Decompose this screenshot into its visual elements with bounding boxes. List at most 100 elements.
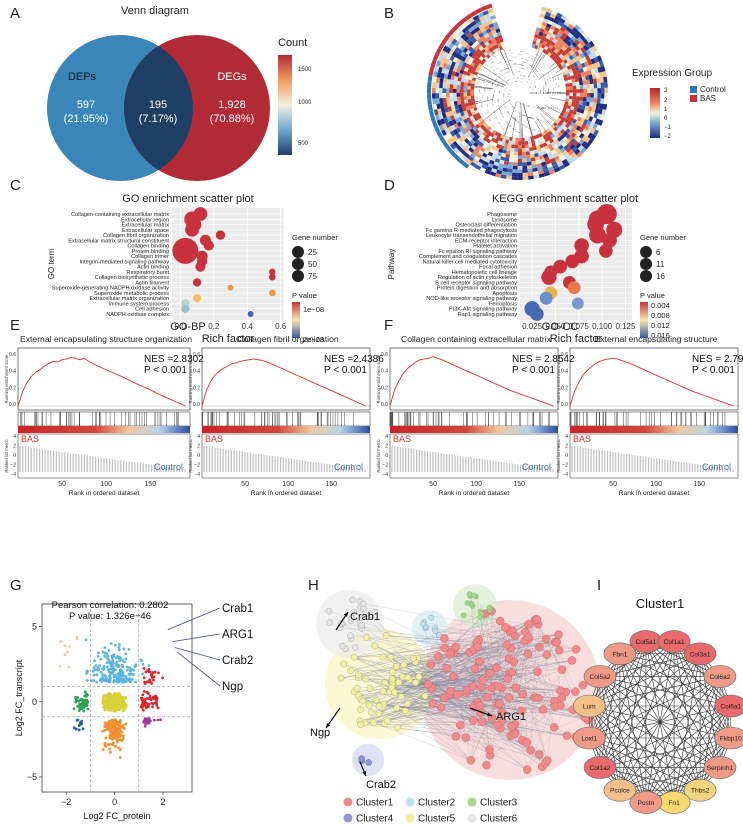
heatmap-cell: [502, 149, 507, 154]
heatmap-cell: [474, 26, 481, 33]
group-annotation-cell: [433, 53, 440, 61]
heatmap-cell: [565, 92, 570, 96]
edge: [472, 605, 479, 703]
panel-i-letter: I: [597, 577, 601, 594]
network-node: [510, 729, 519, 738]
group-annotation-cell: [485, 3, 493, 10]
heatmap-cell: [570, 113, 576, 119]
heatmap-cell: [467, 95, 471, 100]
network-node: [571, 687, 580, 696]
scatter-point: [144, 706, 148, 710]
legend-swatch: [343, 797, 353, 807]
heatmap-cell: [549, 146, 555, 152]
heatmap-cell: [530, 139, 535, 144]
enrichment-curve: [201, 358, 366, 407]
heatmap-cell: [575, 81, 580, 86]
network-node: [503, 674, 512, 683]
scatter-point: [125, 665, 129, 669]
dendrogram-branch: [475, 98, 494, 105]
heatmap-cell: [565, 89, 570, 93]
edge: [391, 683, 429, 689]
heatmap-cell: [528, 147, 534, 152]
heatmap-cell: [487, 8, 494, 14]
heatmap-cell: [554, 139, 560, 145]
heatmap-cell: [546, 128, 551, 133]
edge: [514, 647, 540, 734]
heatmap-cell: [458, 142, 465, 149]
scatter-point: [116, 733, 120, 737]
heatmap-cell: [474, 35, 481, 41]
heatmap-cell: [465, 63, 471, 69]
heatmap-cell: [446, 83, 450, 89]
heatmap-cell: [460, 96, 465, 101]
data-point: [269, 289, 276, 297]
group-annotation-cell: [438, 42, 445, 50]
ranked-frame: [17, 433, 191, 479]
label-leader: [167, 607, 221, 630]
heatmap-cell: [551, 10, 558, 16]
heatmap-cell: [511, 144, 515, 149]
heatmap-cell: [458, 73, 463, 78]
legend-swatch-bas: [690, 95, 697, 102]
term-label: Extracellular region: [121, 217, 169, 223]
p-value-label: P < 0.001: [692, 365, 735, 376]
cluster-node: [703, 756, 737, 779]
heatmap-cell: [475, 139, 481, 145]
network-node: [357, 706, 365, 713]
dendrogram-arc: [484, 56, 556, 128]
group-annotation-cell: [453, 154, 461, 162]
heatmap-cell: [586, 88, 591, 94]
network-node: [557, 693, 567, 702]
scatter-point: [124, 680, 128, 684]
heatmap-cell: [521, 144, 526, 149]
term-label: Ferroptosis: [489, 301, 517, 307]
arrow-ngp-head: [326, 723, 331, 728]
gsea-title: External encapsulating structure organiz…: [20, 334, 192, 344]
network-node: [456, 721, 465, 730]
heatmap-cell: [560, 61, 565, 66]
scatter-point: [155, 698, 159, 702]
heatmap-cell: [550, 149, 557, 155]
x-tick-label: 0.025: [522, 322, 543, 331]
cluster-edge: [619, 653, 675, 803]
cluster-edge: [599, 653, 701, 768]
heatmap-cell: [554, 147, 560, 153]
size-legend-title: Gene number: [292, 233, 338, 242]
nes-label: NES =2.4386: [324, 354, 384, 365]
scatter-point: [110, 697, 114, 701]
heatmap-cell: [571, 146, 578, 153]
heatmap-cell: [549, 138, 555, 144]
scatter-point: [101, 673, 105, 677]
heatmap-cell: [557, 63, 563, 68]
heatmap-cell: [497, 132, 502, 138]
heatmap-cell: [569, 29, 576, 36]
color-legend-label: 1e−08: [303, 305, 324, 314]
network-node: [466, 756, 476, 765]
heatmap-cell: [589, 111, 595, 118]
edge: [479, 660, 573, 706]
network-node: [464, 600, 471, 606]
heatmap-cell: [557, 136, 563, 142]
heatmap-cell: [439, 97, 444, 104]
scatter-point: [143, 724, 147, 728]
venn-legend-tick: 1000: [298, 100, 312, 106]
heatmap-cell: [487, 31, 493, 37]
scatter-point: [112, 655, 115, 658]
heatmap-cell: [581, 113, 587, 120]
heatmap-cell: [591, 51, 597, 59]
data-point: [539, 291, 553, 305]
scatter-point: [85, 671, 88, 675]
heatmap-cell: [550, 41, 556, 47]
scatter-point: [118, 735, 121, 738]
heatmap-cell: [471, 54, 477, 60]
network-node: [426, 660, 436, 669]
heatmap-cell: [494, 131, 499, 136]
heatmap-cell: [460, 92, 464, 97]
heatmap-cell: [457, 151, 464, 158]
heatmap-cell: [525, 144, 529, 149]
term-label: Extracellular space: [122, 228, 169, 234]
heatmap-cell: [480, 119, 486, 125]
heatmap-cell: [492, 32, 498, 38]
heatmap-cell: [466, 32, 473, 39]
heatmap-scale-tick: 2: [664, 98, 668, 104]
